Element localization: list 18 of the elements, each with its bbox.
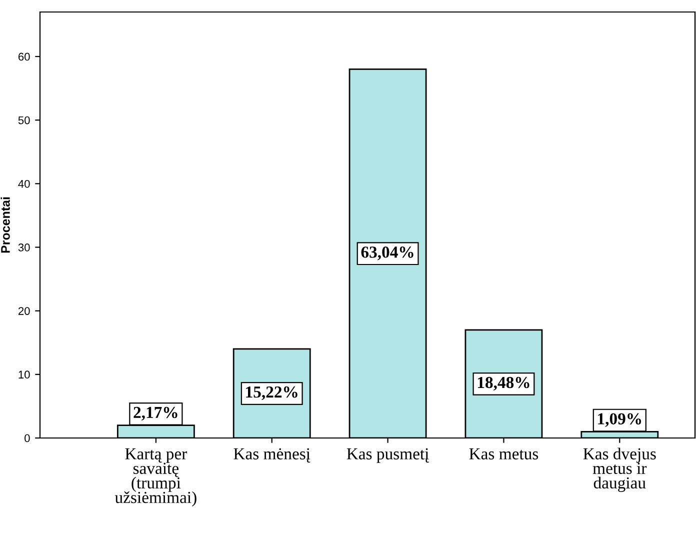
annotation: 63,04% — [361, 246, 414, 260]
x-tick-label: Kas pusmetį — [346, 448, 429, 463]
y-tick-label: 30 — [18, 244, 30, 252]
annotation: 15,22% — [246, 386, 298, 400]
y-tick-label: 50 — [18, 116, 30, 124]
x-tick-label: Kas metus — [469, 448, 538, 460]
x-tick-label: Kas dvejus metus ir daugiau — [583, 448, 656, 492]
y-tick-label: 10 — [18, 370, 30, 379]
y-tick-label: 40 — [18, 180, 30, 188]
annotation: 1,09% — [598, 413, 641, 427]
annotation: 18,48% — [478, 376, 530, 391]
y-tick-label: 0 — [24, 434, 30, 442]
y-tick-label: 60 — [18, 52, 30, 61]
x-tick-label: Kartą per savaitę (trumpi užsiėmimai) — [114, 448, 196, 506]
annotation: 2,17% — [134, 406, 178, 420]
y-axis-title: Procentai — [0, 197, 10, 253]
y-tick-label: 20 — [18, 307, 30, 315]
x-tick-label: Kas mėnesį — [234, 448, 310, 463]
